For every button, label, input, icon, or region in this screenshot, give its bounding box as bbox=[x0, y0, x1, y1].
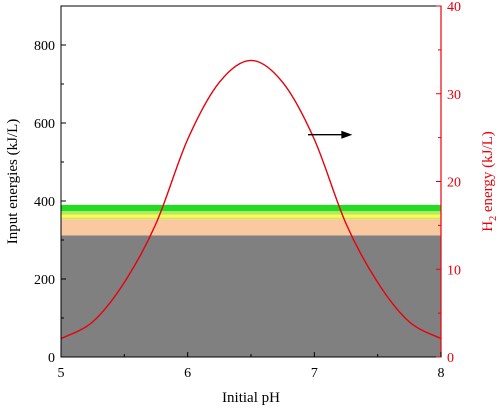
stacked-layer-6 bbox=[61, 204, 441, 212]
left-y-tick-label: 600 bbox=[34, 117, 55, 132]
right-y-axis-label: H2 energy (kJ/L) bbox=[480, 131, 499, 232]
x-tick-label: 5 bbox=[58, 366, 65, 381]
direction-arrow bbox=[308, 130, 353, 139]
right-y-axis-label-rest: energy (kJ/L) bbox=[480, 131, 496, 216]
left-y-tick-label: 800 bbox=[34, 39, 55, 54]
arrow-head bbox=[341, 130, 353, 139]
stacked-layer-3 bbox=[61, 217, 441, 220]
right-y-tick-label: 30 bbox=[447, 88, 461, 103]
x-tick-label: 7 bbox=[311, 366, 318, 381]
right-y-tick-label: 20 bbox=[447, 176, 461, 191]
x-axis-ticks: 5 6 7 8 bbox=[58, 352, 445, 381]
left-y-axis-label: Input energies (kJ/L) bbox=[5, 119, 21, 245]
x-tick-label: 6 bbox=[184, 366, 191, 381]
stacked-layer-4 bbox=[61, 214, 441, 218]
right-y-tick-label: 0 bbox=[447, 351, 454, 366]
left-y-tick-label: 400 bbox=[34, 195, 55, 210]
stacked-layer-2 bbox=[61, 219, 441, 236]
right-y-axis-ticks: 0 10 20 30 40 bbox=[436, 0, 461, 366]
x-tick-label: 8 bbox=[438, 366, 445, 381]
right-y-tick-label: 10 bbox=[447, 263, 461, 278]
left-y-tick-label: 200 bbox=[34, 273, 55, 288]
stacked-layer-5 bbox=[61, 211, 441, 215]
h2-energy-line bbox=[60, 59, 442, 340]
right-y-axis-label-subscript: 2 bbox=[488, 216, 499, 221]
right-y-axis-label-main: H bbox=[480, 221, 496, 232]
right-y-tick-label: 40 bbox=[447, 0, 461, 15]
x-axis-label: Initial pH bbox=[222, 390, 280, 406]
stacked-layer-1 bbox=[61, 235, 441, 357]
stacked-area-layers bbox=[61, 204, 441, 357]
left-y-tick-label: 0 bbox=[48, 351, 55, 366]
left-y-axis-ticks: 0 200 400 600 800 bbox=[34, 5, 66, 366]
